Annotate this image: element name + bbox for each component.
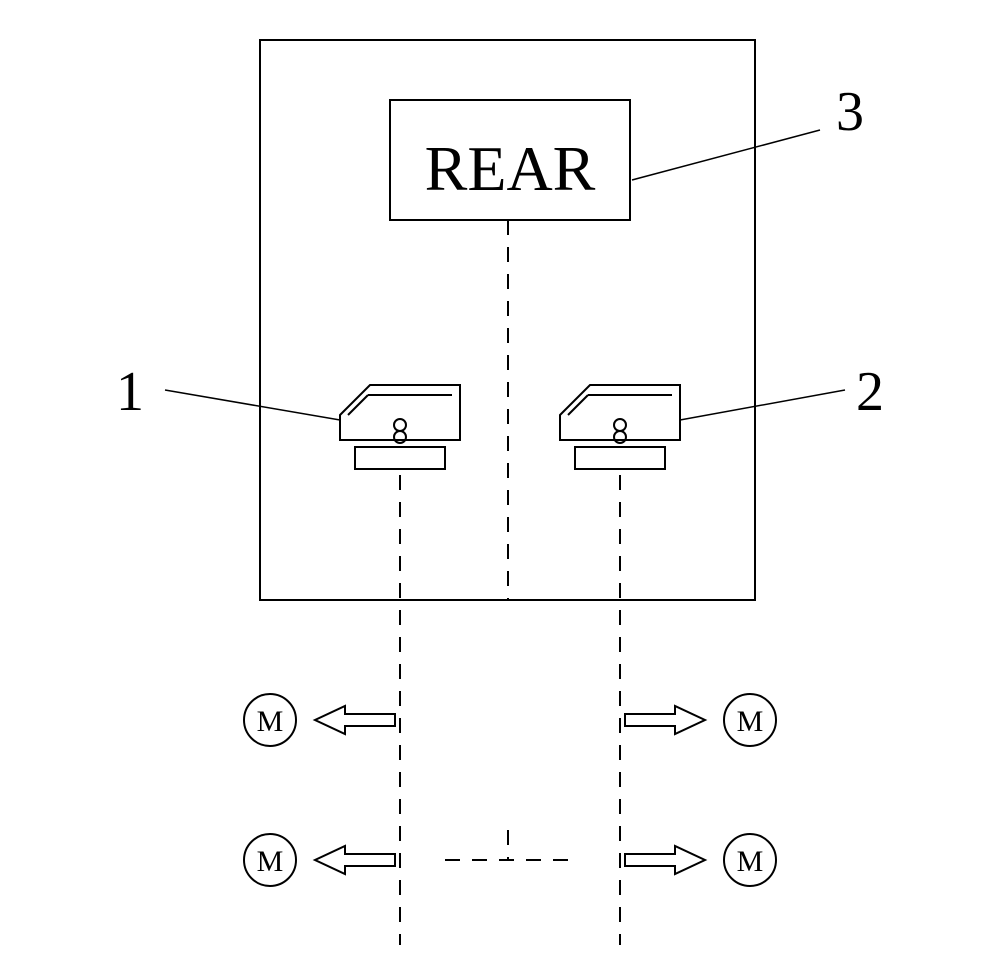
schematic-diagram: REAR: [0, 0, 1000, 974]
label-1-leader: [165, 390, 340, 420]
motor-bottom-left: M: [244, 834, 296, 886]
left-window-control-icon: [340, 385, 460, 469]
label-2-leader: [680, 390, 845, 420]
rear-label: REAR: [425, 133, 596, 204]
svg-text:M: M: [737, 705, 764, 738]
main-panel-box: [260, 40, 755, 600]
right-window-control-icon: [560, 385, 680, 469]
label-3-leader: [632, 130, 820, 180]
label-1: 1: [116, 361, 144, 423]
arrow-bottom-left: [315, 846, 395, 874]
svg-text:M: M: [257, 705, 284, 738]
svg-text:M: M: [257, 845, 284, 878]
motor-top-left: M: [244, 694, 296, 746]
svg-text:M: M: [737, 845, 764, 878]
label-2: 2: [856, 361, 884, 423]
arrow-top-right: [625, 706, 705, 734]
motor-top-right: M: [724, 694, 776, 746]
arrow-bottom-right: [625, 846, 705, 874]
label-3: 3: [836, 81, 864, 143]
motor-bottom-right: M: [724, 834, 776, 886]
arrow-top-left: [315, 706, 395, 734]
